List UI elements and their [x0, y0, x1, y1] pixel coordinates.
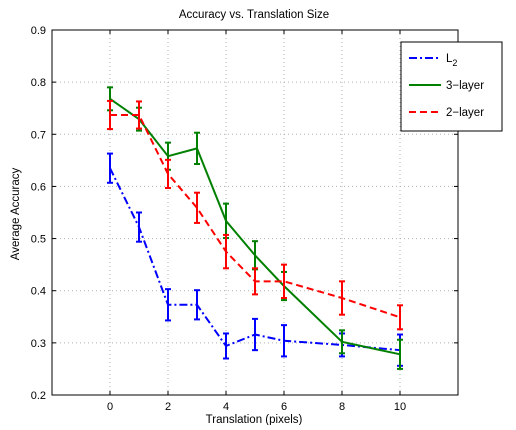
- x-tick-label: 2: [165, 401, 171, 413]
- y-tick-label: 0.8: [31, 77, 46, 89]
- y-tick-label: 0.7: [31, 129, 46, 141]
- y-tick-label: 0.4: [31, 286, 46, 298]
- error-bar: [136, 213, 142, 242]
- error-bar: [397, 305, 403, 329]
- error-bar: [223, 235, 229, 268]
- y-tick-label: 0.3: [31, 338, 46, 350]
- y-tick-label: 0.6: [31, 181, 46, 193]
- y-tick-label: 0.5: [31, 234, 46, 246]
- y-axis-title: Average Accuracy: [10, 168, 22, 261]
- series-line: [110, 99, 400, 355]
- error-bar: [194, 290, 200, 319]
- legend-label: 2−layer: [446, 107, 484, 119]
- y-tick-label: 0.9: [31, 25, 46, 37]
- legend-label: 3−layer: [446, 80, 484, 92]
- x-tick-label: 0: [107, 401, 113, 413]
- x-tick-label: 8: [339, 401, 345, 413]
- y-tick-label: 0.2: [31, 390, 46, 402]
- x-tick-label: 4: [223, 401, 229, 413]
- error-bar: [194, 193, 200, 223]
- error-bar: [223, 204, 229, 238]
- legend-label-subscript: 2: [452, 58, 457, 68]
- chart-title: Accuracy vs. Translation Size: [179, 9, 329, 21]
- error-bar: [165, 160, 171, 188]
- x-tick-label: 10: [394, 401, 406, 413]
- error-bar: [252, 241, 258, 269]
- error-bar: [107, 154, 113, 183]
- series-layer: [107, 87, 403, 369]
- x-tick-label: 6: [281, 401, 287, 413]
- ticks-layer: 0 2 4 6 8 10 0.2 0.3 0.4 0.5 0.6 0.7 0.8 0.9: [31, 25, 458, 413]
- x-axis-title: Translation (pixels): [206, 414, 303, 425]
